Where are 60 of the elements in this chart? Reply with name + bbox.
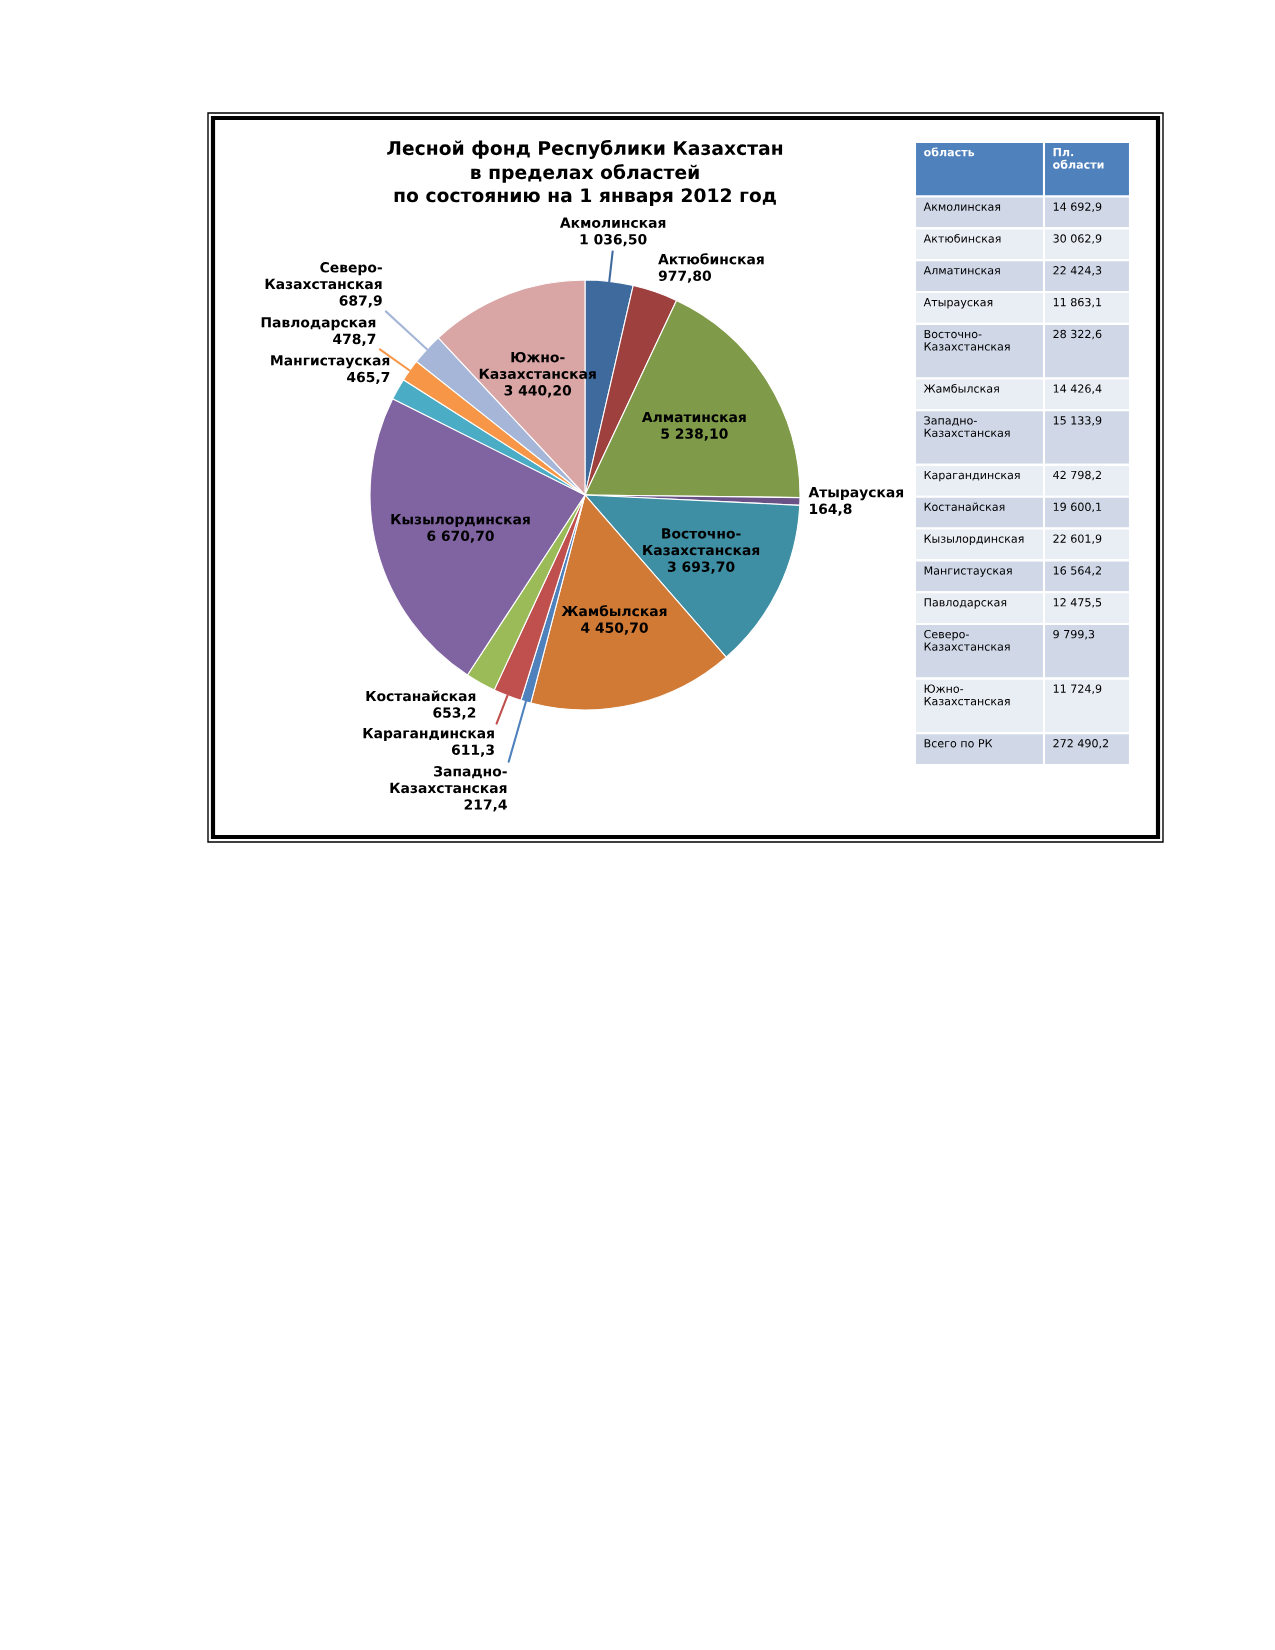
text: Пл. области	[1053, 148, 1104, 169]
data-label: 3 693,70	[667, 561, 735, 574]
slice-label: Костанайская	[366, 690, 476, 702]
data-label: 653,2	[433, 707, 476, 720]
slice-label: Алматинская	[641, 411, 746, 423]
category-label: Атырауская	[923, 298, 993, 309]
data-label: 12 475,5	[1053, 598, 1102, 608]
data-label: 164,8	[810, 503, 852, 516]
data-label: 3 440,20	[504, 385, 572, 398]
data-label: 22 424,3	[1053, 266, 1102, 276]
category-label: Карагандинская	[924, 470, 1020, 482]
data-label: 272 490,2	[1053, 739, 1109, 749]
data-label: 977,80	[658, 270, 712, 283]
data-label: 22 601,9	[1053, 534, 1102, 544]
data-label: 16 564,2	[1053, 566, 1101, 576]
slice-label: Атырауская	[808, 487, 904, 501]
category-label: Алматинская	[923, 266, 1000, 275]
data-label: 30 062,9	[1053, 234, 1102, 244]
slice-label: Кызылординская	[391, 514, 530, 528]
data-label: 28 322,6	[1053, 329, 1102, 340]
slice-label: Акмолинская	[559, 217, 666, 228]
data-label: 478,7	[333, 333, 376, 346]
category-label: Всего по РК	[924, 739, 993, 748]
category-label: Кызылординская	[924, 534, 1024, 545]
slice-label: Карагандинская	[363, 728, 494, 742]
slice-label: Восточно-Казахстанская	[643, 528, 760, 556]
data-label: 217,4	[464, 799, 507, 812]
slice-label: Северо-Казахстанская	[265, 262, 382, 290]
category-label: Западно-Казахстанская	[924, 416, 1010, 438]
category-label: Жамбылская	[923, 383, 999, 393]
category-label: Северо-Казахстанская	[924, 629, 1010, 651]
slice-label: Павлодарская	[261, 317, 376, 331]
category-label: Мангистауская	[924, 566, 1012, 577]
data-label: 687,9	[339, 295, 382, 308]
slice-label: Западно-Казахстанская	[390, 766, 507, 794]
slice-label: Актюбинская	[658, 253, 764, 265]
data-label: 15 133,9	[1053, 416, 1102, 426]
slice-label: Мангистауская	[271, 355, 390, 369]
data-label: 19 600,1	[1053, 502, 1102, 513]
data-label: 6 670,70	[427, 530, 494, 543]
data-label: 9 799,3	[1053, 629, 1095, 640]
category-label: Павлодарская	[924, 598, 1007, 609]
data-label: 4 450,70	[581, 622, 648, 635]
category-label: Восточно-Казахстанская	[924, 329, 1010, 351]
category-label: Южно-Казахстанская	[924, 684, 1010, 706]
category-label: Костанайская	[924, 502, 1005, 511]
data-label: 465,7	[347, 371, 390, 385]
slice-label: Жамбылская	[561, 605, 667, 617]
chart-title: Лесной фонд Республики Казахстан в пределах областей по состоянию на 1 января 2012 год	[387, 140, 783, 206]
category-label: Акмолинская	[923, 202, 1001, 211]
data-label: 42 798,2	[1053, 470, 1101, 481]
category-label: Актюбинская	[923, 233, 1001, 243]
data-label: 611,3	[451, 744, 494, 757]
data-label: 11 724,9	[1053, 684, 1102, 695]
data-label: 1 036,50	[580, 234, 647, 247]
data-label: 5 238,10	[661, 428, 728, 441]
data-label: 11 863,1	[1053, 297, 1102, 308]
text: область	[924, 147, 975, 157]
data-label: 14 692,9	[1053, 202, 1102, 212]
data-label: 14 426,4	[1053, 384, 1102, 394]
